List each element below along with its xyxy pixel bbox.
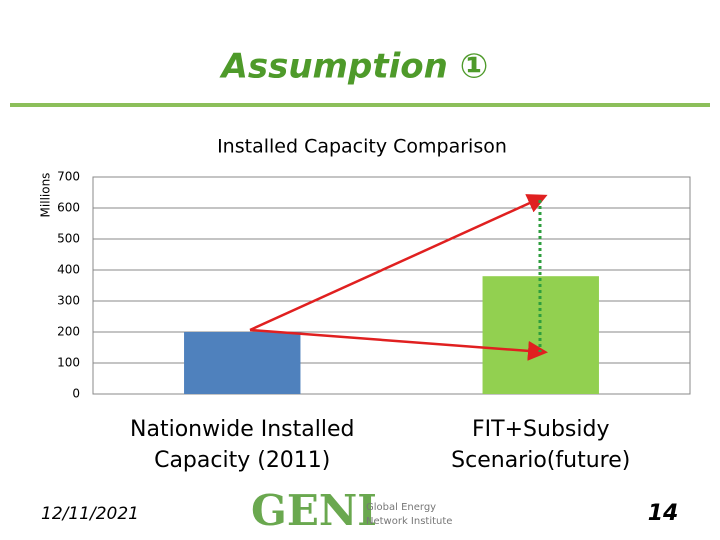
y-axis-label: Millions bbox=[39, 173, 53, 218]
bar bbox=[482, 276, 599, 394]
x-tick-label: Nationwide Installed Capacity (2011) bbox=[130, 417, 355, 473]
date: 12/11/2021 bbox=[41, 504, 139, 524]
y-tick-label: 500 bbox=[57, 232, 80, 246]
logo: GENI bbox=[251, 486, 377, 535]
plot-border bbox=[92, 176, 691, 395]
x-tick-label: FIT+Subsidy Scenario(future) bbox=[451, 417, 631, 473]
y-tick-label: 300 bbox=[57, 294, 80, 308]
logo-subtitle: Global Energy bbox=[366, 502, 436, 513]
y-tick-label: 400 bbox=[57, 263, 80, 277]
page-number: 14 bbox=[648, 501, 679, 526]
y-tick-label: 0 bbox=[72, 387, 80, 401]
bar bbox=[184, 332, 301, 394]
arrow bbox=[249, 194, 548, 332]
y-tick-label: 600 bbox=[57, 201, 80, 215]
annotations bbox=[249, 194, 548, 361]
chart-title: Installed Capacity Comparison bbox=[217, 136, 507, 158]
logo-subtitle: Network Institute bbox=[366, 516, 452, 527]
slide-title: Assumption ① bbox=[219, 47, 489, 87]
y-tick-label: 200 bbox=[57, 325, 80, 339]
arrow bbox=[249, 328, 548, 361]
y-tick-label: 700 bbox=[57, 170, 80, 184]
y-tick-label: 100 bbox=[57, 356, 80, 370]
